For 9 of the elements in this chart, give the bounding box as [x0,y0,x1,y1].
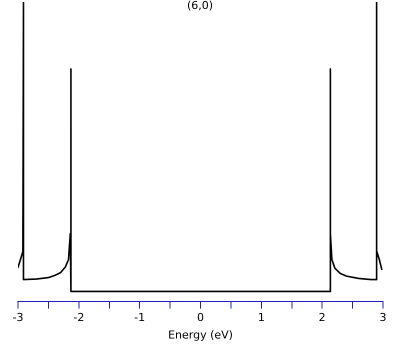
chart-title: (6,0) [186,0,214,12]
x-tick-label: 2 [318,311,326,324]
x-tick-label: 1 [258,311,265,324]
x-tick-label: 3 [380,311,386,324]
x-tick-label: -2 [73,311,84,324]
x-tick-label: 0 [197,311,204,324]
x-axis-title: Energy (eV) [168,328,233,342]
x-tick-label: -3 [12,311,24,324]
x-tick-label: -1 [134,311,146,324]
